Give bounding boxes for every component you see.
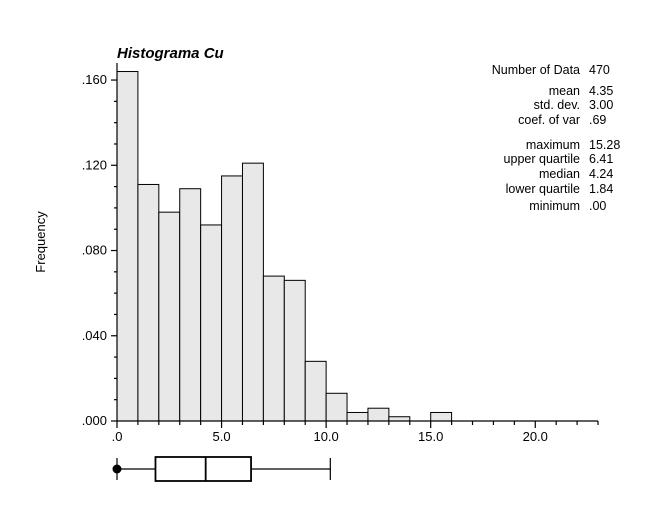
y-tick-label: .000 <box>82 413 107 428</box>
stat-label: coef. of var <box>518 113 580 127</box>
stat-label: maximum <box>526 138 580 152</box>
boxplot-min-marker <box>112 464 122 474</box>
x-ticks-group: .0 5.0 10.0 15.0 20.0 <box>112 421 599 444</box>
x-tick-label: 5.0 <box>213 429 231 444</box>
bars-group <box>116 71 453 422</box>
x-tick-label: 20.0 <box>523 429 548 444</box>
x-tick-label: 15.0 <box>418 429 443 444</box>
histogram-bar-11 <box>346 411 369 422</box>
x-tick-label: 10.0 <box>313 429 338 444</box>
y-tick-label: .120 <box>82 157 107 172</box>
histogram-bar-1 <box>137 183 160 422</box>
y-tick-label: .040 <box>82 328 107 343</box>
histogram-bar-6 <box>241 162 264 422</box>
y-tick-label: .080 <box>82 243 107 258</box>
histogram-bar-15 <box>430 411 453 422</box>
histogram-bar-10 <box>325 392 348 422</box>
stat-label: upper quartile <box>504 152 580 166</box>
histogram-bar-4 <box>200 224 223 422</box>
stat-value: 3.00 <box>589 98 613 112</box>
histogram-bar-9 <box>304 360 327 422</box>
stat-value: 4.24 <box>589 167 613 181</box>
boxplot-group <box>112 456 331 482</box>
histogram-bar-3 <box>179 188 202 422</box>
stat-value: 470 <box>589 63 610 77</box>
stat-label: std. dev. <box>534 98 580 112</box>
stat-value: 1.84 <box>589 182 613 196</box>
histogram-bar-0 <box>116 71 139 422</box>
y-ticks-group: .000 .040 .080 .120 .160 <box>82 72 117 428</box>
x-tick-label: .0 <box>112 429 123 444</box>
stat-value: 15.28 <box>589 138 620 152</box>
boxplot-box <box>154 456 252 482</box>
stat-label: mean <box>549 84 580 98</box>
stats-panel: Number of Data 470 mean 4.35 std. dev. 3.00 co… <box>492 63 621 213</box>
histogram-bar-5 <box>221 175 243 422</box>
stat-label: minimum <box>529 199 580 213</box>
stat-value: 6.41 <box>589 152 613 166</box>
stat-value: .69 <box>589 113 606 127</box>
stat-label: median <box>539 167 580 181</box>
y-axis-label: Frequency <box>33 211 48 273</box>
y-tick-label: .160 <box>82 72 107 87</box>
histogram-bar-12 <box>367 407 390 422</box>
histogram-bar-13 <box>388 416 411 422</box>
stat-label: Number of Data <box>492 63 580 77</box>
histogram-bar-7 <box>262 275 285 422</box>
histogram-bar-8 <box>283 279 306 422</box>
stat-label: lower quartile <box>506 182 580 196</box>
histogram-bar-2 <box>158 211 181 422</box>
stat-value: .00 <box>589 199 606 213</box>
stat-value: 4.35 <box>589 84 613 98</box>
chart-title: Histograma Cu <box>117 45 224 62</box>
